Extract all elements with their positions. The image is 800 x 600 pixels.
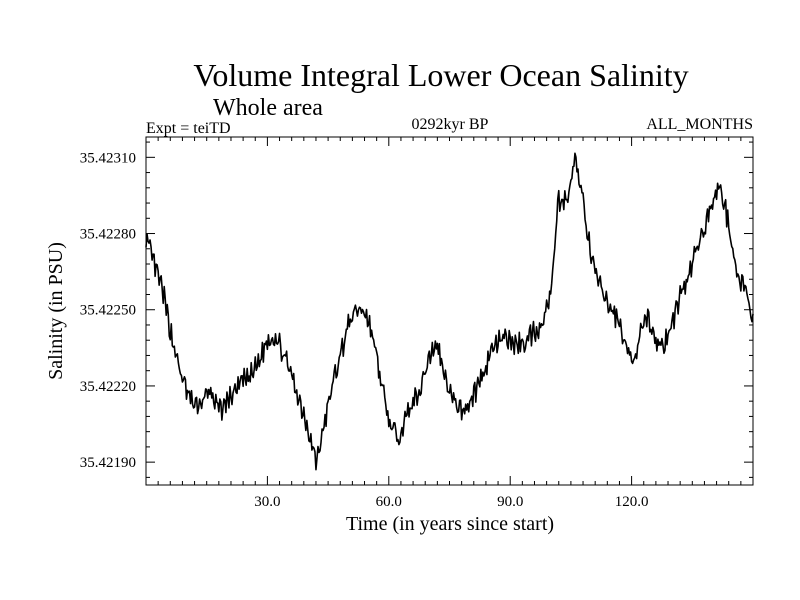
plot-area: 30.0 60.0 90.0 120.0 35.42190 35.42220 35.4225… (80, 137, 754, 510)
y-tick-label: 35.42190 (80, 455, 136, 471)
y-tick-label: 35.42280 (80, 227, 136, 243)
salinity-series-line (145, 152, 754, 471)
y-tick-label: 35.42310 (80, 150, 136, 166)
x-tick-label: 120.0 (615, 494, 649, 510)
y-axis-label: Salinity (in PSU) (45, 242, 67, 380)
x-tick-label: 90.0 (497, 494, 523, 510)
experiment-label: Expt = teiTD (146, 120, 231, 137)
chart-title: Volume Integral Lower Ocean Salinity (193, 57, 688, 93)
y-tick-label: 35.42220 (80, 379, 136, 395)
months-label: ALL_MONTHS (646, 116, 753, 133)
plot-frame (145, 136, 754, 486)
y-tick-label: 35.42250 (80, 303, 136, 319)
chart-subtitle: Whole area (213, 95, 323, 121)
x-tick-label: 30.0 (254, 494, 280, 510)
x-tick-label: 60.0 (376, 494, 402, 510)
period-label: 0292kyr BP (412, 116, 489, 133)
x-axis-label: Time (in years since start) (346, 513, 554, 535)
